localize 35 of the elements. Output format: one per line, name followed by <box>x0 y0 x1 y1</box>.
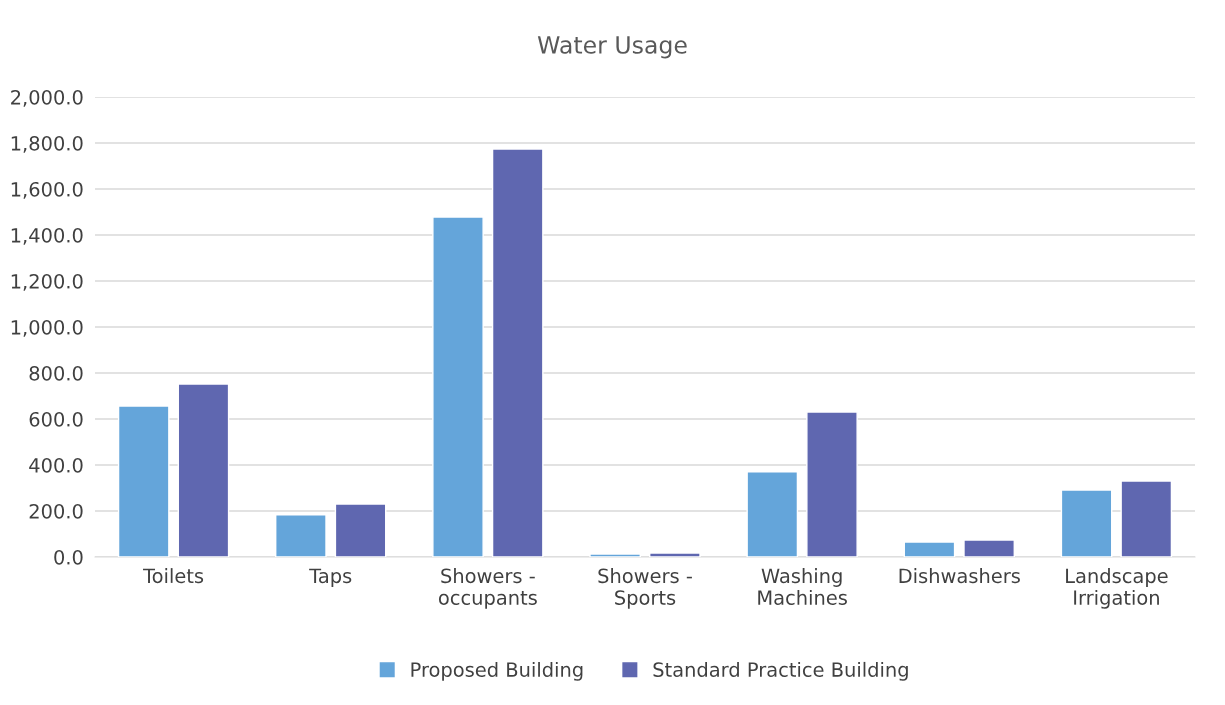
y-tick-label: 600.0 <box>29 411 83 427</box>
x-tick-label: Toilets <box>143 568 204 584</box>
bar <box>491 148 544 557</box>
bar <box>117 405 170 557</box>
x-tick-label: Dishwashers <box>899 568 1020 584</box>
y-tick-label: 1,200.0 <box>11 273 83 291</box>
x-tick-label: Washing Machines <box>758 568 847 605</box>
bar <box>903 541 956 557</box>
legend-label: Standard Practice Building <box>653 661 908 681</box>
y-tick-label: 200.0 <box>29 503 83 519</box>
bar <box>275 514 327 557</box>
y-tick-label: 800.0 <box>29 365 83 381</box>
bar <box>963 539 1015 557</box>
bar <box>649 552 701 557</box>
bar <box>1120 480 1173 557</box>
y-tick-label: 1,600.0 <box>11 181 83 199</box>
bar <box>177 383 230 557</box>
y-tick-label: 1,400.0 <box>11 227 83 245</box>
bar <box>589 553 641 557</box>
chart-title: Water Usage <box>537 36 687 59</box>
y-tick-label: 1,000.0 <box>11 319 83 337</box>
x-tick-label: Showers - occupants <box>438 568 537 609</box>
y-tick-label: 0.0 <box>54 549 83 565</box>
legend-label: Proposed Building <box>411 661 583 681</box>
y-tick-label: 400.0 <box>29 457 83 473</box>
y-tick-label: 1,800.0 <box>11 135 83 153</box>
x-tick-label: Taps <box>309 568 352 587</box>
bar <box>1060 489 1113 557</box>
x-tick-label: Showers - Sports <box>598 568 692 609</box>
bar <box>746 471 799 557</box>
y-tick-label: 2,000.0 <box>11 89 83 107</box>
bar <box>334 503 387 557</box>
bar <box>806 411 858 557</box>
x-tick-label: Landscape Irrigation <box>1066 568 1168 609</box>
bar <box>432 216 484 557</box>
